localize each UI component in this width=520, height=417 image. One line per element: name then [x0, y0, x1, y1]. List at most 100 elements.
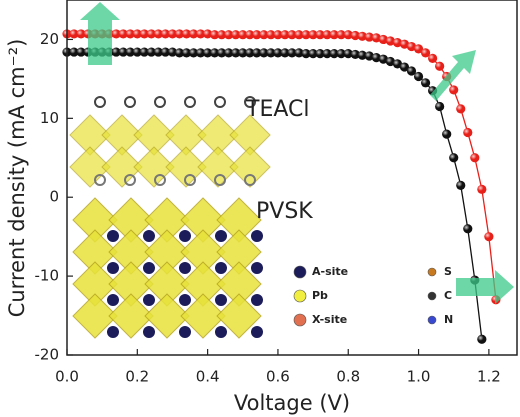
data-point-shine — [308, 49, 318, 59]
a-site-atom — [107, 294, 119, 306]
y-axis-title: Current density (mA cm⁻²) — [5, 39, 29, 318]
organic-ring — [154, 174, 166, 186]
legend-swatch — [293, 265, 307, 279]
data-point-shine — [132, 29, 142, 39]
data-point-shine — [463, 127, 473, 138]
data-point-shine — [252, 48, 262, 58]
data-point-shine — [477, 184, 487, 194]
data-point-shine — [287, 30, 297, 40]
data-point-shine — [280, 30, 290, 40]
data-point-shine — [428, 53, 438, 63]
data-point-shine — [195, 48, 206, 58]
data-point-shine — [301, 49, 311, 59]
organic-ring — [214, 174, 226, 186]
legend-swatch — [427, 291, 437, 301]
data-point-shine — [294, 48, 304, 58]
a-site-atom — [215, 230, 227, 242]
data-point-shine — [266, 30, 276, 40]
organic-ring — [244, 174, 256, 186]
data-point-shine — [231, 30, 241, 40]
x-tick-label: 0.0 — [55, 368, 79, 386]
octahedron — [165, 146, 207, 188]
data-point-shine — [245, 30, 255, 40]
data-point-shine — [238, 48, 248, 58]
octahedron — [101, 146, 143, 188]
a-site-atom — [215, 294, 227, 306]
data-point-shine — [343, 49, 353, 59]
data-point-shine — [125, 47, 135, 57]
plot-area — [62, 29, 501, 344]
a-site-atom — [179, 294, 191, 306]
data-point-shine — [308, 30, 318, 40]
data-point-shine — [350, 30, 360, 41]
data-point-shine — [378, 34, 389, 45]
x-tick-label: 0.2 — [125, 368, 149, 386]
data-point-shine — [160, 47, 171, 57]
data-point-shine — [231, 48, 241, 58]
data-point-shine — [160, 29, 171, 39]
a-site-atom — [215, 326, 227, 338]
data-point-shine — [322, 30, 332, 40]
data-point-shine — [167, 47, 178, 57]
legend-label: N — [444, 313, 453, 326]
data-point-shine — [118, 29, 128, 39]
data-point-shine — [484, 232, 494, 242]
arrows — [80, 2, 514, 304]
data-point-shine — [329, 30, 339, 40]
data-point-shine — [385, 36, 396, 46]
data-point-shine — [442, 129, 452, 139]
data-point-shine — [210, 30, 220, 40]
data-point-shine — [174, 48, 185, 58]
plot-frame — [66, 0, 518, 356]
a-site-atom — [179, 230, 191, 242]
data-point-shine — [406, 41, 417, 52]
data-point-shine — [181, 48, 192, 58]
organic-ring — [124, 174, 136, 186]
octahedron — [180, 293, 226, 339]
data-point-shine — [259, 48, 269, 58]
x-tick-label: 1.0 — [407, 368, 431, 386]
octahedron — [216, 293, 262, 339]
organic-ring — [94, 96, 106, 108]
data-point-shine — [217, 30, 227, 40]
organic-ring — [244, 96, 256, 108]
organic-ring — [124, 96, 136, 108]
data-point-shine — [167, 29, 178, 39]
organic-ring — [214, 96, 226, 108]
data-point-shine — [449, 153, 459, 163]
data-point-shine — [69, 47, 79, 57]
data-point-shine — [336, 49, 346, 59]
x-tick-label: 0.8 — [336, 368, 360, 386]
data-point-shine — [399, 62, 410, 72]
annotation: PVSK — [256, 199, 313, 224]
a-site-atom — [251, 294, 263, 306]
data-point-shine — [76, 29, 86, 39]
organic-ring — [184, 96, 196, 108]
crystal-structure — [69, 96, 271, 339]
y-tick-label: 10 — [40, 109, 59, 127]
octahedron — [69, 146, 111, 188]
data-point-shine — [343, 30, 353, 40]
data-point-shine — [238, 30, 248, 40]
data-point-shine — [273, 30, 283, 40]
data-point-shine — [203, 48, 213, 58]
data-point-shine — [463, 224, 473, 234]
a-site-atom — [215, 262, 227, 274]
a-site-atom — [143, 230, 155, 242]
octahedron — [144, 293, 190, 339]
a-site-atom — [143, 262, 155, 274]
data-point-shine — [111, 29, 121, 39]
data-point-shine — [294, 30, 304, 40]
y-tick-label: -10 — [35, 267, 60, 285]
data-point-shine — [413, 44, 424, 54]
data-point-shine — [336, 30, 346, 40]
data-point-shine — [371, 52, 381, 63]
data-point-shine — [188, 48, 199, 58]
legend-label: X-site — [312, 313, 347, 326]
data-point-shine — [413, 71, 424, 82]
data-point-shine — [287, 48, 297, 58]
legend-swatch — [427, 315, 437, 325]
a-site-atom — [107, 230, 119, 242]
data-point-shine — [456, 104, 466, 114]
legend-label: Pb — [312, 289, 328, 302]
